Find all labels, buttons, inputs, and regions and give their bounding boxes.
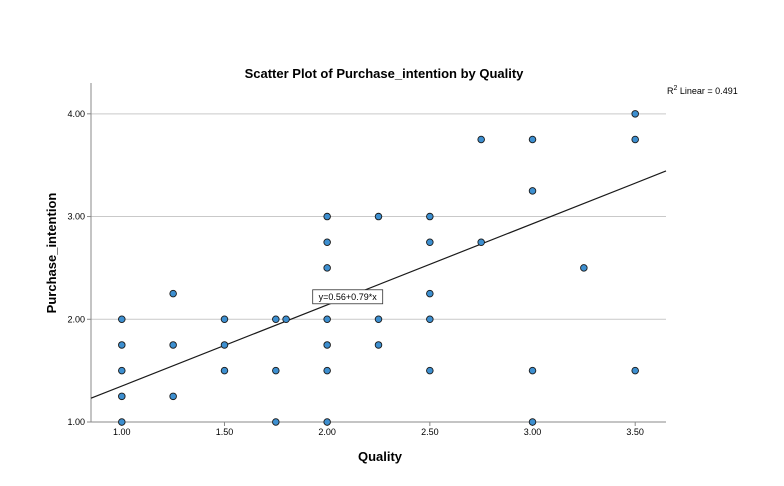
data-point [323,366,331,375]
data-point [631,110,639,118]
data-point [426,366,434,375]
tick-labels: 1.00 1.50 2.00 2.50 3.00 3.50 1.00 2.00 3.00 4.00 [67,109,643,437]
data-point [272,315,280,324]
data-point [477,135,485,144]
data-point [169,289,177,298]
data-point [426,238,434,246]
data-point [220,366,229,375]
r2-label: R2 Linear = 0.491 [667,85,738,96]
x-tick-label: 1.50 [216,427,234,437]
y-tick-label: 4.00 [67,109,85,119]
data-points [118,110,639,426]
equation-label: y=0.56+0.79*x [319,292,378,302]
data-point [426,289,434,298]
data-point [323,418,331,426]
data-point [477,238,485,246]
data-point [118,366,126,375]
axes [90,83,666,423]
x-tick-label: 2.00 [318,427,336,437]
data-point [323,212,331,221]
data-point [272,366,280,375]
data-point [528,187,537,195]
y-tick-label: 1.00 [67,417,85,427]
data-point [169,392,177,401]
x-axis-title: Quality [358,449,403,464]
x-tick-label: 2.50 [421,427,439,437]
equation-label-box [312,289,384,305]
data-point [323,264,331,272]
x-tick-label: 3.00 [524,427,542,437]
data-point [580,264,588,272]
data-point [631,366,639,375]
data-point [528,418,537,426]
y-tick-label: 3.00 [67,212,85,222]
data-point [374,315,383,324]
data-point [118,315,126,324]
data-point [374,341,383,349]
data-point [220,315,229,324]
data-point [374,212,383,221]
data-point [323,341,331,349]
annotations: y=0.56+0.79*x R2 Linear = 0.491 [312,85,738,305]
data-point [220,341,229,349]
data-point [426,315,434,324]
data-point [528,366,537,375]
data-point [426,212,434,221]
data-point [323,238,331,246]
data-point [631,135,639,144]
y-axis-title: Purchase_intention [44,193,59,314]
chart-title: Scatter Plot of Purchase_intention by Qu… [245,66,525,81]
x-tick-label: 3.50 [626,427,644,437]
data-point [118,418,126,426]
regression-line [90,170,667,399]
data-point [282,315,290,324]
data-point [118,392,126,401]
data-point [272,418,280,426]
y-tick-label: 2.00 [67,314,85,324]
data-point [528,135,537,144]
data-point [169,341,177,349]
x-tick-label: 1.00 [113,427,131,437]
data-point [323,315,331,324]
fit-line-group [90,170,667,399]
data-point [118,341,126,349]
